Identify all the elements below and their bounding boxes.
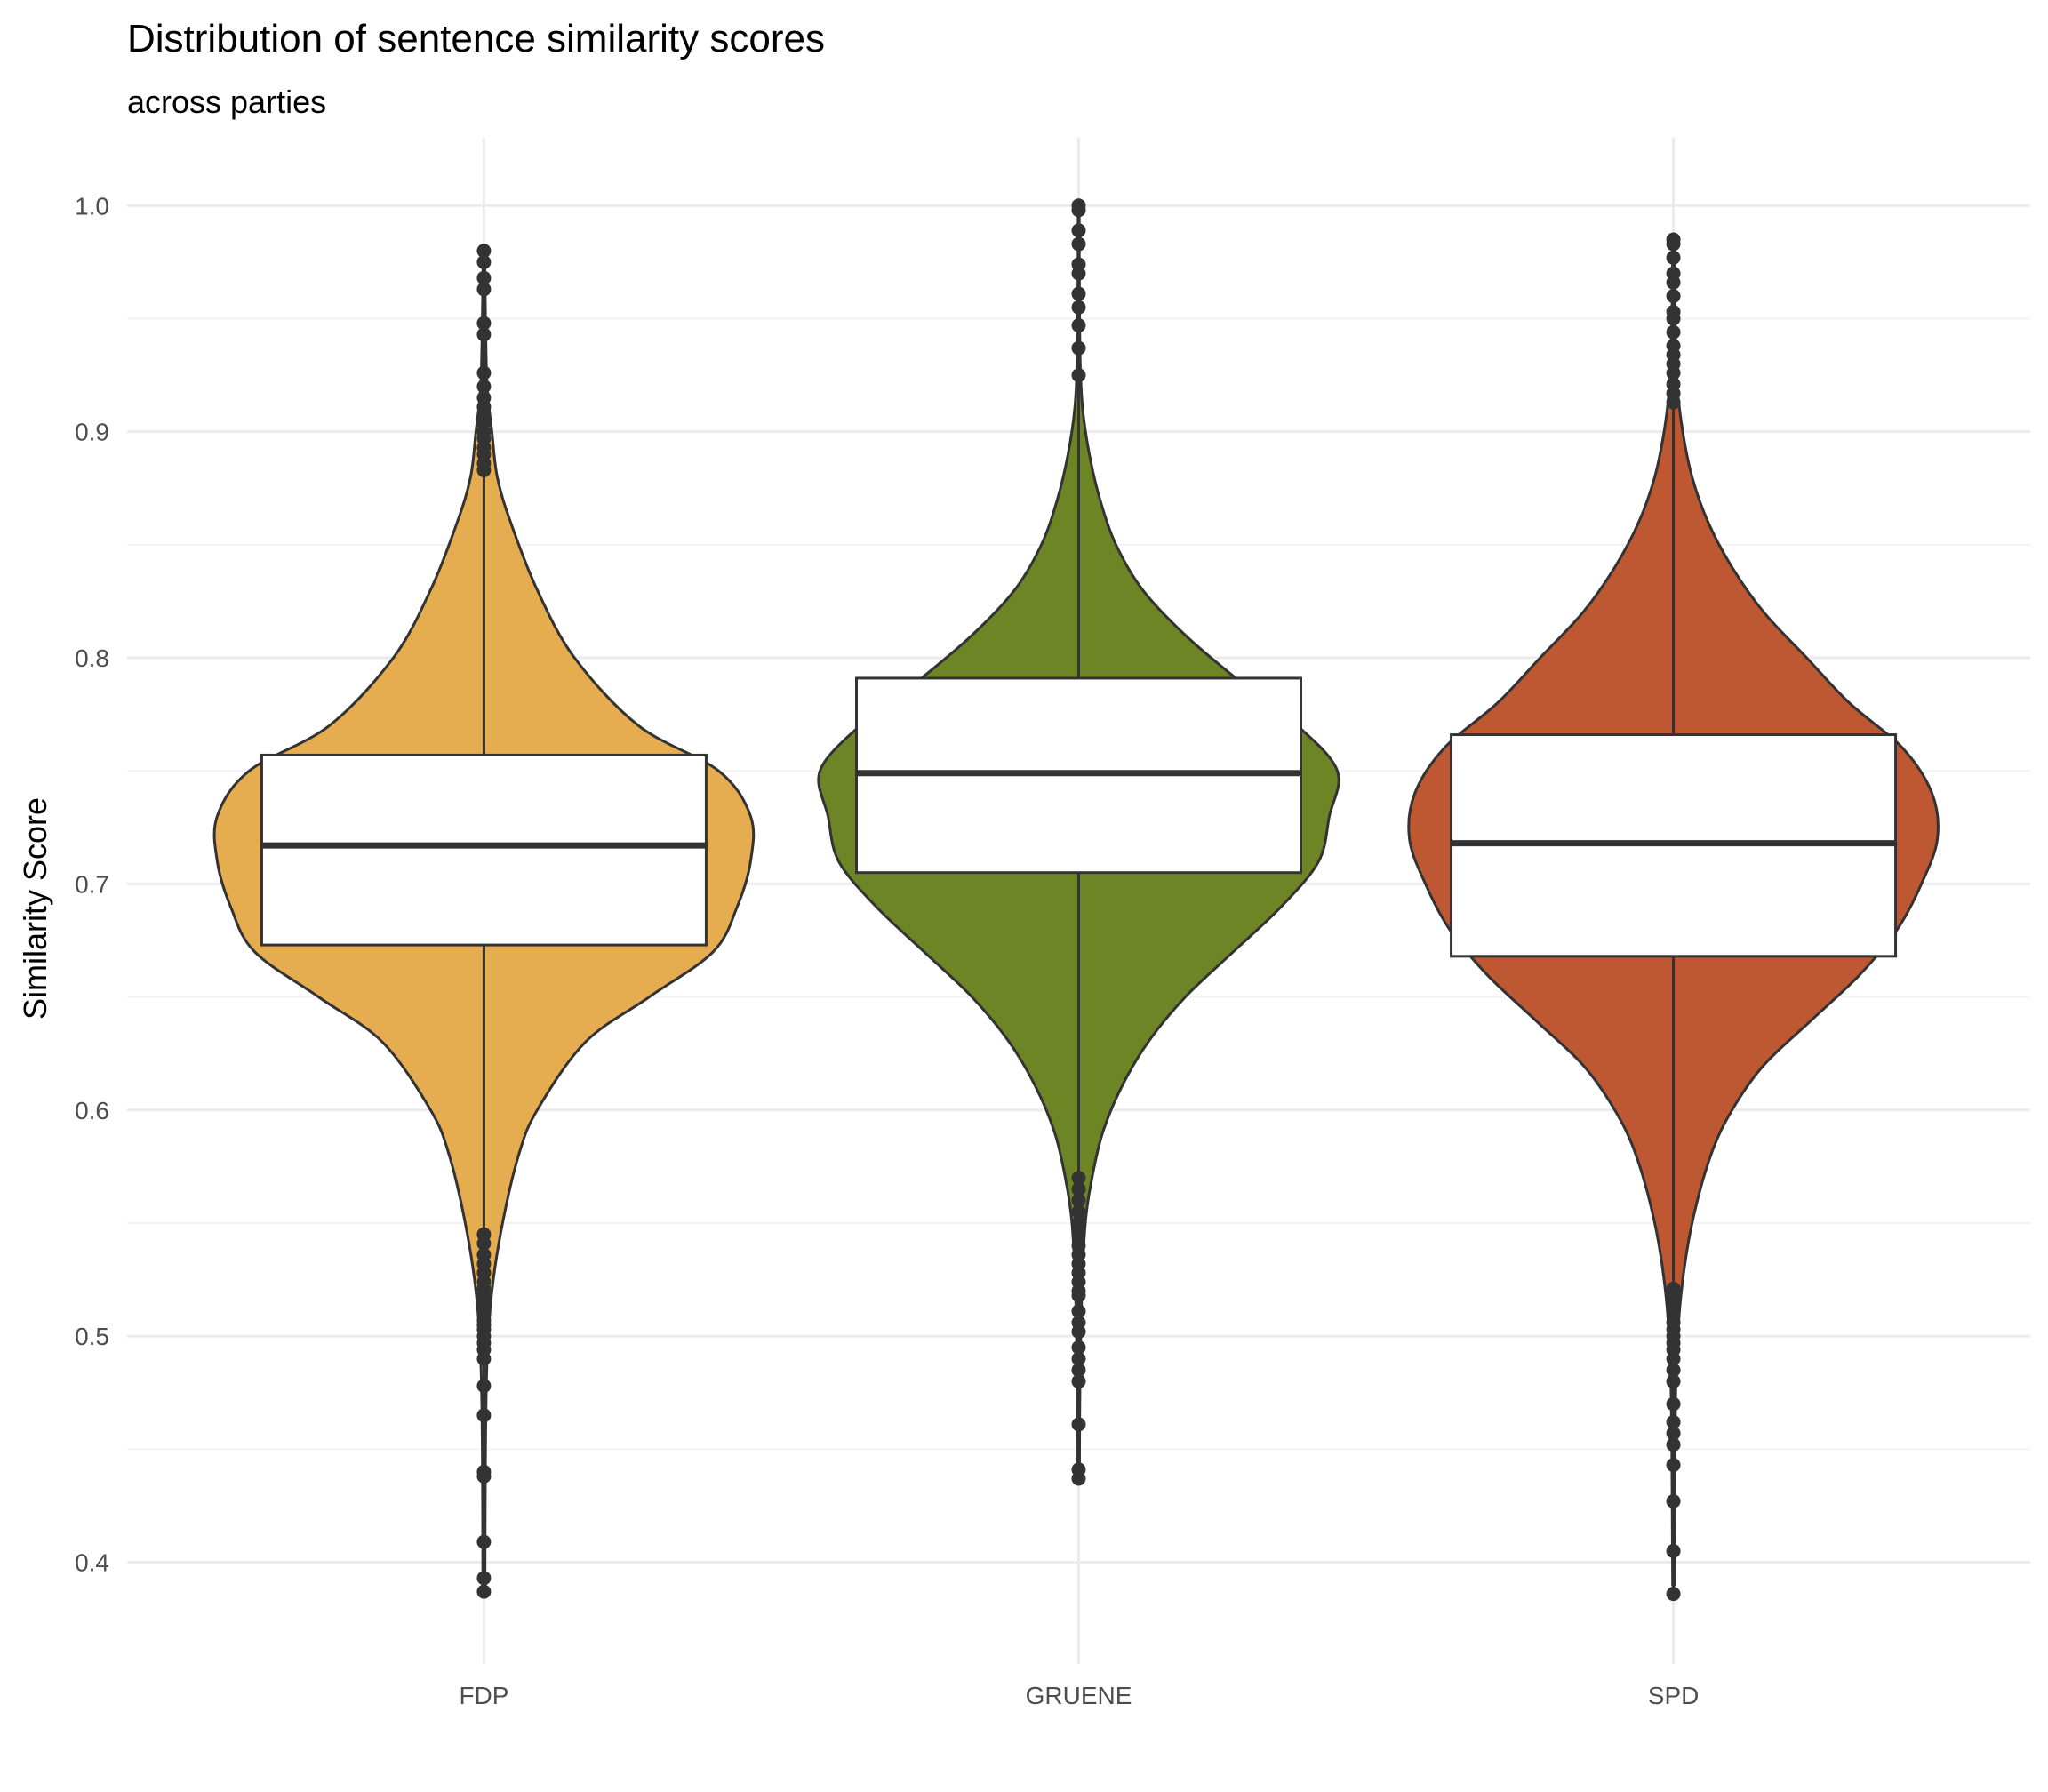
outlier-point: [1071, 1181, 1086, 1196]
outlier-point: [1071, 340, 1086, 356]
outlier-point: [1071, 223, 1086, 238]
box-iqr: [260, 753, 708, 947]
outlier-point: [1071, 1363, 1086, 1378]
outlier-point: [1666, 1543, 1681, 1558]
outlier-point: [476, 327, 492, 342]
outlier-point: [476, 1408, 492, 1423]
violins-layer: [212, 198, 1940, 1602]
outlier-point: [476, 282, 492, 297]
outlier-point: [1666, 1363, 1681, 1378]
outlier-point: [1071, 257, 1086, 272]
outlier-point: [1071, 1304, 1086, 1319]
outlier-point: [1666, 1414, 1681, 1429]
outlier-point: [1666, 250, 1681, 265]
outlier-point: [1666, 266, 1681, 281]
outlier-point: [1666, 377, 1681, 392]
outlier-point: [1071, 1215, 1086, 1230]
x-tick-labels: FDP GRUENE SPD: [459, 1682, 1699, 1709]
y-tick-label: 1.0: [75, 192, 109, 220]
outlier-point: [1071, 1227, 1086, 1242]
y-axis-title: Similarity Score: [17, 797, 53, 1020]
outlier-point: [1666, 339, 1681, 354]
outlier-point: [1071, 368, 1086, 383]
outlier-point: [1071, 300, 1086, 315]
outlier-point: [1071, 236, 1086, 252]
violin-group-fdp: [212, 244, 756, 1599]
outlier-point: [1071, 1351, 1086, 1366]
x-tick-label: FDP: [459, 1682, 508, 1709]
y-tick-labels: 0.4 0.5 0.6 0.7 0.8 0.9 1.0: [75, 192, 109, 1576]
outlier-point: [476, 390, 492, 405]
violin-group-spd: [1407, 232, 1940, 1602]
outlier-point: [1666, 1281, 1681, 1296]
y-tick-label: 0.7: [75, 870, 109, 898]
outlier-point: [1071, 1462, 1086, 1477]
outlier-point: [1666, 1396, 1681, 1412]
outlier-point: [1071, 1417, 1086, 1432]
outlier-point: [1666, 304, 1681, 319]
outlier-point: [1071, 1374, 1086, 1389]
y-tick-label: 0.9: [75, 419, 109, 446]
outlier-point: [1071, 1238, 1086, 1253]
outlier-point: [1666, 1374, 1681, 1389]
outlier-point: [476, 1227, 492, 1242]
outlier-point: [1666, 1458, 1681, 1473]
x-tick-label: SPD: [1648, 1682, 1700, 1709]
outlier-point: [1071, 286, 1086, 301]
y-tick-label: 0.8: [75, 644, 109, 672]
outlier-point: [476, 1571, 492, 1586]
outlier-point: [1666, 232, 1681, 247]
outlier-point: [476, 244, 492, 259]
outlier-point: [476, 379, 492, 394]
outlier-point: [476, 1534, 492, 1549]
outlier-point: [476, 1464, 492, 1479]
outlier-point: [476, 254, 492, 269]
outlier-point: [1071, 1340, 1086, 1355]
outlier-point: [476, 365, 492, 380]
outlier-point: [1071, 198, 1086, 213]
outlier-point: [476, 270, 492, 285]
outlier-point: [1666, 1426, 1681, 1441]
outlier-point: [476, 1584, 492, 1599]
x-tick-label: GRUENE: [1026, 1682, 1132, 1709]
outlier-point: [476, 1379, 492, 1394]
outlier-point: [476, 316, 492, 331]
outlier-point: [1666, 324, 1681, 340]
y-tick-label: 0.5: [75, 1323, 109, 1350]
chart-title: Distribution of sentence similarity scor…: [127, 17, 825, 60]
outlier-point: [1071, 1171, 1086, 1186]
outlier-point: [476, 1247, 492, 1262]
y-tick-label: 0.4: [75, 1549, 109, 1577]
outlier-point: [1071, 318, 1086, 333]
violin-group-gruene: [817, 198, 1340, 1486]
outlier-point: [1666, 1437, 1681, 1452]
outlier-point: [1071, 1204, 1086, 1220]
y-tick-label: 0.6: [75, 1097, 109, 1124]
outlier-point: [1071, 1193, 1086, 1208]
outlier-point: [1666, 289, 1681, 304]
chart-subtitle: across parties: [127, 84, 326, 120]
outlier-point: [1071, 1315, 1086, 1330]
outlier-point: [1666, 1587, 1681, 1602]
outlier-point: [1666, 1493, 1681, 1508]
